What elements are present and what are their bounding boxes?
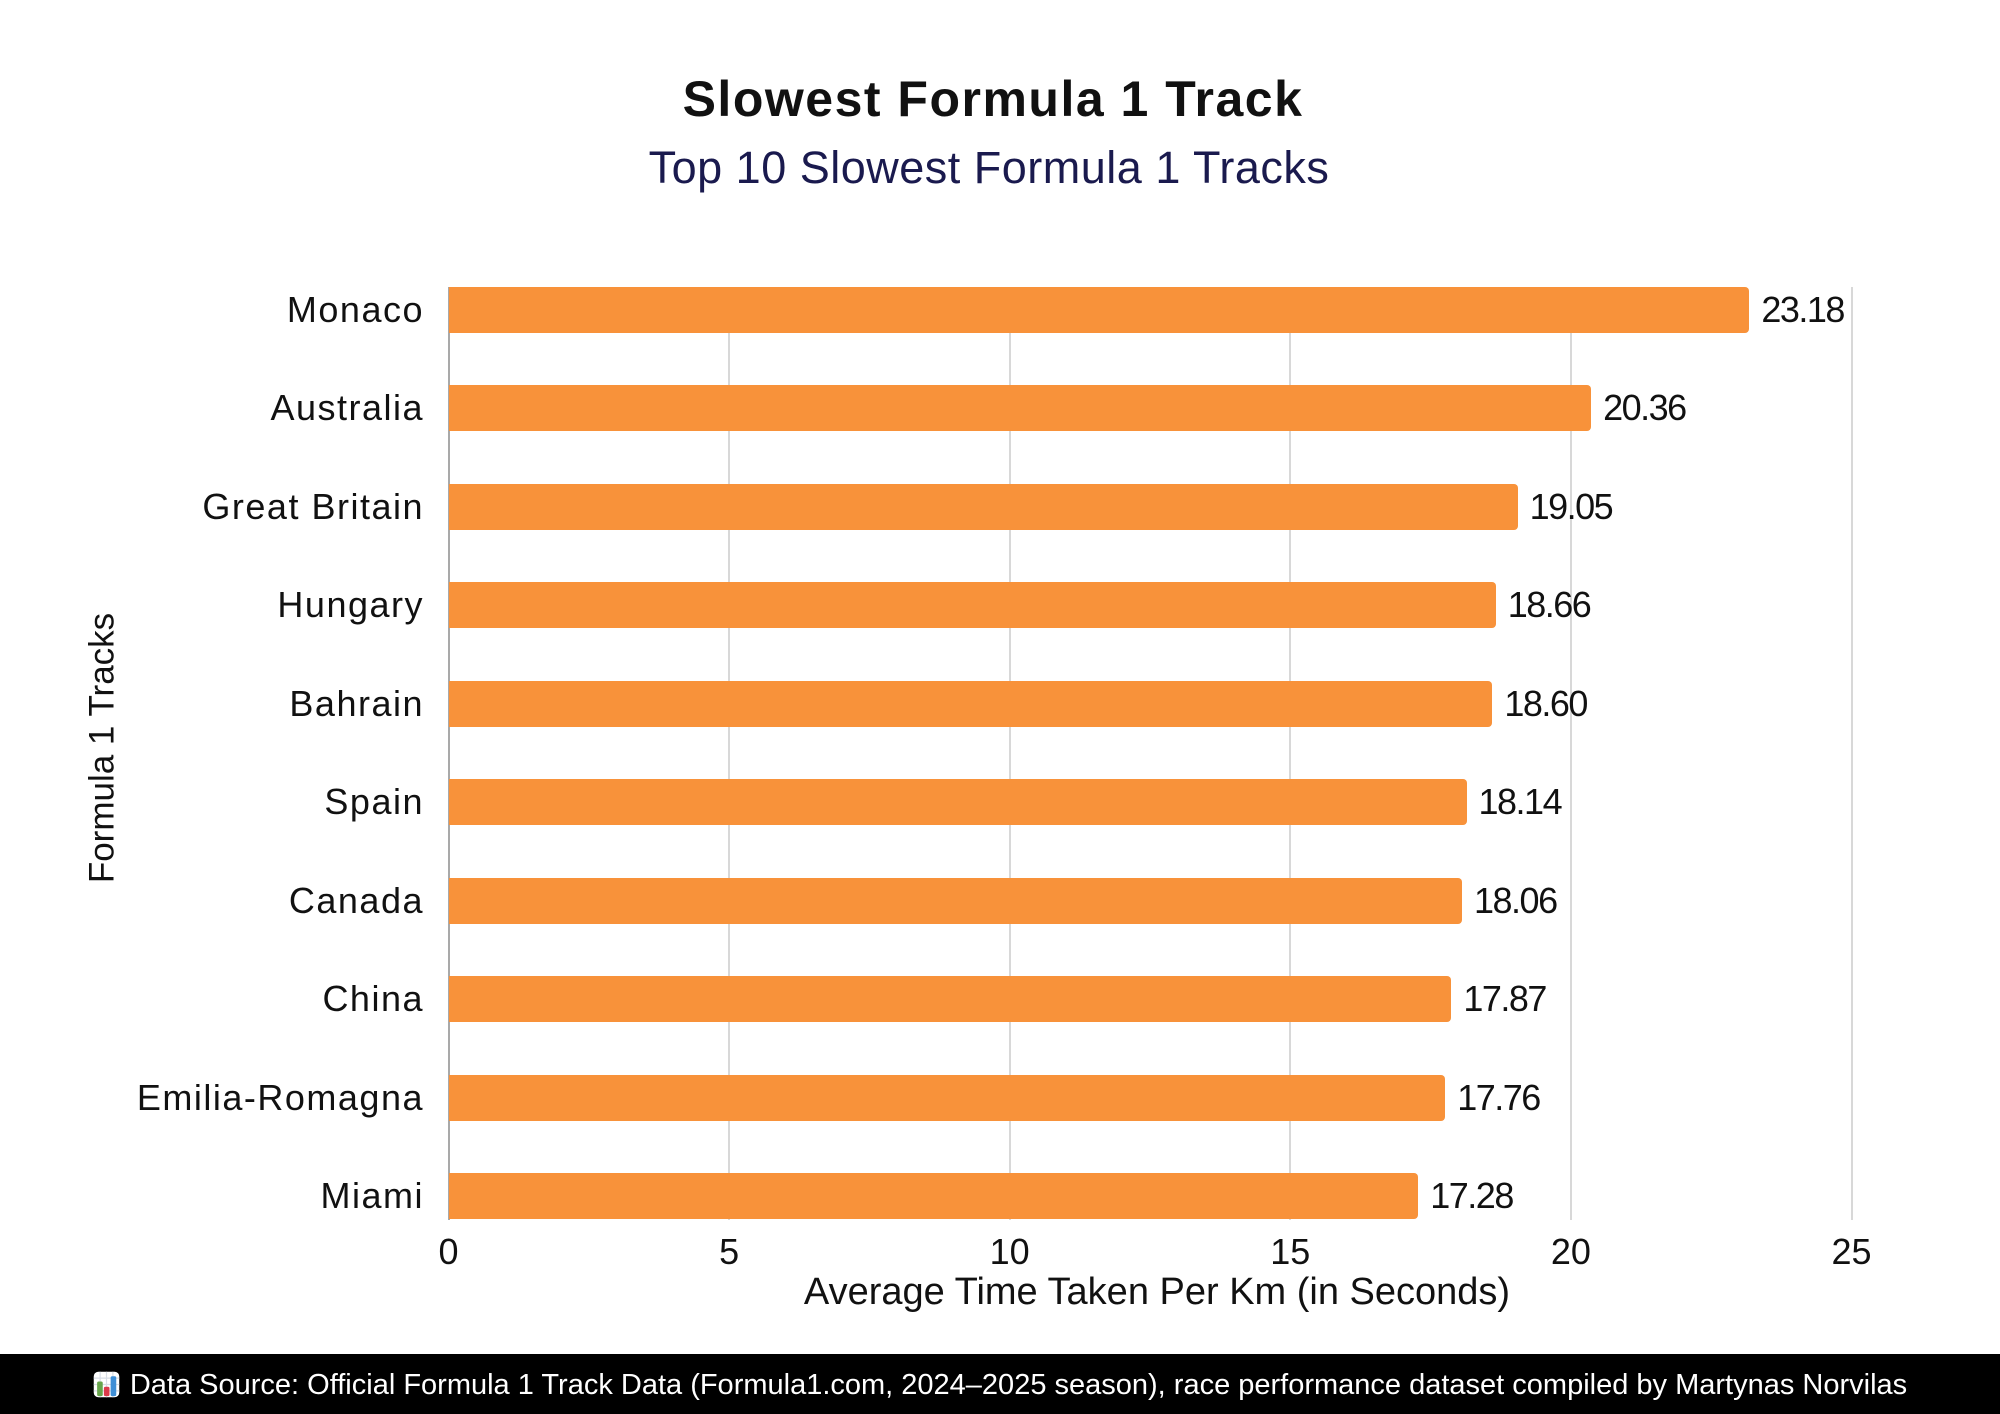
gridline-x-5 (728, 286, 731, 1220)
category-label-china: China (322, 978, 424, 1020)
chart-subtitle: Top 10 Slowest Formula 1 Tracks (648, 141, 1330, 193)
x-tick-label-5: 5 (719, 1230, 740, 1272)
category-label-bahrain: Bahrain (289, 682, 424, 724)
category-label-australia: Australia (270, 387, 424, 429)
category-label-emilia-romagna: Emilia-Romagna (136, 1076, 424, 1118)
gridline-x-15 (1289, 286, 1292, 1220)
value-label-17.87: 17.87 (1463, 978, 1547, 1020)
gridline-x-10 (1008, 286, 1011, 1220)
x-tick-label-15: 15 (1270, 1230, 1311, 1272)
data-source-note: Data Source: Official Formula 1 Track Da… (129, 1369, 1908, 1402)
bar-china (448, 976, 1452, 1023)
value-label-17.76: 17.76 (1457, 1076, 1541, 1118)
x-tick-label-0: 0 (438, 1230, 459, 1272)
x-tick-label-10: 10 (989, 1230, 1030, 1272)
bar-canada (448, 877, 1463, 924)
bar-chart-emoji-icon (93, 1371, 120, 1397)
gridline-x-20 (1569, 286, 1572, 1220)
bar-monaco (448, 286, 1750, 333)
y-axis-line (447, 286, 450, 1220)
gridline-x-25 (1850, 286, 1853, 1220)
category-label-hungary: Hungary (277, 584, 424, 626)
bar-miami (448, 1173, 1419, 1220)
y-axis-title: Formula 1 Tracks (82, 612, 122, 884)
value-label-18.60: 18.60 (1504, 682, 1588, 724)
footer-bar: Data Source: Official Formula 1 Track Da… (0, 1354, 2000, 1414)
x-tick-label-25: 25 (1831, 1230, 1872, 1272)
value-label-18.14: 18.14 (1478, 781, 1563, 823)
bar-bahrain (448, 680, 1493, 727)
category-label-monaco: Monaco (286, 288, 424, 330)
value-label-19.05: 19.05 (1529, 485, 1614, 527)
category-label-great-britain: Great Britain (202, 485, 424, 527)
category-label-miami: Miami (320, 1175, 424, 1217)
x-tick-label-20: 20 (1550, 1230, 1591, 1272)
value-label-18.06: 18.06 (1474, 879, 1558, 921)
category-label-canada: Canada (288, 879, 424, 921)
bar-great-britain (448, 483, 1518, 530)
category-label-spain: Spain (324, 781, 424, 823)
bar-hungary (448, 582, 1496, 629)
bar-australia (448, 385, 1592, 432)
bar-spain (448, 779, 1467, 826)
value-label-20.36: 20.36 (1603, 387, 1687, 429)
bar-emilia-romagna (448, 1074, 1446, 1121)
x-axis-title: Average Time Taken Per Km (in Seconds) (803, 1270, 1511, 1313)
plot-area: 23.18 20.36 19.05 18.66 18.60 18.14 18.06 17.87… (447, 286, 1853, 1220)
value-label-17.28: 17.28 (1430, 1175, 1514, 1217)
chart-title: Slowest Formula 1 Track (682, 70, 1304, 127)
value-label-23.18: 23.18 (1761, 288, 1845, 330)
value-label-18.66: 18.66 (1507, 584, 1592, 626)
